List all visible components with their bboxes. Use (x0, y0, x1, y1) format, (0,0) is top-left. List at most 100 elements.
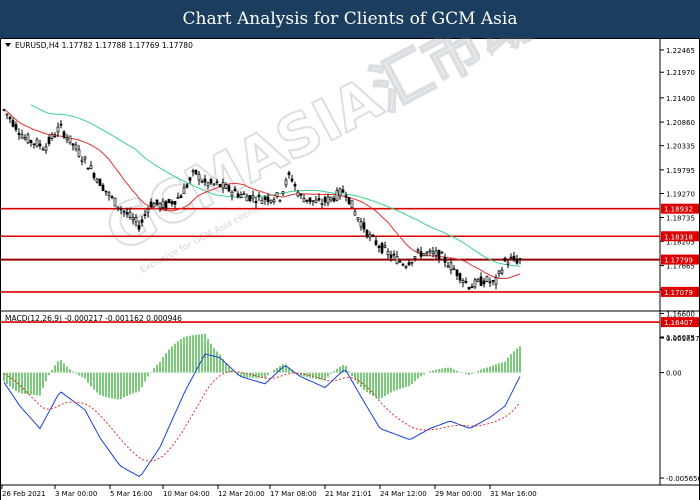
symbol-dropdown-icon[interactable] (5, 43, 11, 47)
price-candle (128, 207, 132, 220)
price-candle (185, 182, 189, 189)
price-candle (365, 229, 369, 239)
price-candle (428, 248, 432, 256)
price-candle (368, 231, 372, 242)
price-candle (95, 177, 99, 184)
time-tick-label: 21 Mar 21:01 (325, 490, 372, 498)
price-candle (302, 194, 306, 203)
price-level-label: 1.17079 (664, 289, 693, 297)
time-tick-label: 26 Feb 2021 (2, 490, 46, 498)
price-candle (161, 198, 165, 210)
price-level-tag (661, 203, 699, 214)
chart-outer-border (0, 38, 700, 500)
price-candle (227, 184, 231, 193)
price-candle (149, 198, 153, 208)
macd-indicator (3, 333, 521, 478)
price-candle (113, 197, 117, 207)
time-tick-label: 10 Mar 04:00 (163, 490, 210, 498)
price-candle (404, 265, 408, 270)
price-candle (392, 250, 396, 259)
price-tick-label: 1.20335 (666, 143, 695, 151)
price-candle (77, 144, 81, 158)
price-tick-label: 1.17665 (666, 263, 695, 271)
macd-tick-label: -0.005656 (666, 475, 700, 483)
macd-signal-line (3, 370, 521, 462)
time-tick-label: 3 Mar 00:00 (55, 490, 97, 498)
price-candle (329, 196, 333, 203)
price-candle (269, 199, 273, 205)
price-candle (422, 253, 426, 257)
price-candle (263, 195, 267, 205)
price-level-tag (661, 254, 699, 265)
price-candle (197, 171, 201, 186)
price-candle (293, 181, 297, 191)
price-candle (308, 197, 312, 205)
time-tick-label: 17 Mar 08:00 (270, 490, 317, 498)
price-candle (110, 195, 114, 200)
price-candle (470, 283, 474, 289)
price-candle (230, 190, 234, 201)
price-candle (488, 277, 492, 287)
price-candle (5, 113, 9, 120)
price-candle (239, 191, 243, 199)
price-candle (473, 277, 477, 290)
price-candle (317, 193, 321, 202)
price-candle (56, 122, 60, 138)
price-candle (389, 250, 393, 262)
price-candle (398, 259, 402, 263)
price-candle (401, 262, 405, 267)
price-candle (137, 220, 141, 233)
price-candle (278, 199, 282, 203)
price-tick-label: 1.19795 (666, 167, 695, 175)
price-candle (209, 177, 213, 185)
price-candle (74, 141, 78, 152)
chart-banner-title: Chart Analysis for Clients of GCM Asia (0, 0, 700, 38)
price-candle (182, 183, 186, 195)
price-candle (455, 269, 459, 280)
time-tick-label: 5 Mar 16:00 (110, 490, 152, 498)
support-resistance-levels (1, 207, 660, 323)
price-candle (356, 217, 360, 223)
price-candle (314, 195, 318, 204)
price-candle (2, 108, 6, 112)
price-candle (326, 193, 330, 207)
price-candle (92, 171, 96, 181)
price-candle (284, 177, 288, 188)
price-candle (44, 143, 48, 154)
price-candle (152, 202, 156, 208)
price-candle (353, 208, 357, 216)
price-tick-label: 1.18205 (666, 238, 695, 246)
price-candle (233, 186, 237, 192)
price-candle (281, 191, 285, 196)
price-candle (206, 182, 210, 190)
price-candle (218, 183, 222, 188)
price-candle (68, 135, 72, 145)
price-candle (212, 183, 216, 187)
price-candle (323, 195, 327, 207)
price-tick-label: 1.18735 (666, 215, 695, 223)
price-candle (461, 278, 465, 288)
price-candle (485, 275, 489, 283)
price-candle (380, 241, 384, 255)
price-candle (104, 190, 108, 196)
price-candle (215, 178, 219, 186)
fast-moving-average-line (3, 108, 521, 280)
price-candle (440, 250, 444, 254)
price-level-label: 1.16407 (664, 319, 693, 327)
price-candle (254, 196, 258, 209)
price-candle (131, 213, 135, 225)
price-candle (158, 202, 162, 212)
price-candle (413, 256, 417, 262)
price-tick-label: 1.22465 (666, 47, 695, 55)
price-candle (290, 174, 294, 183)
price-candle (26, 132, 30, 145)
price-candles (2, 108, 522, 291)
price-candle (341, 185, 345, 193)
price-candle (260, 197, 264, 204)
price-candle (416, 247, 420, 254)
price-candle (311, 200, 315, 206)
price-candle (275, 192, 279, 199)
price-level-tag (661, 286, 699, 297)
